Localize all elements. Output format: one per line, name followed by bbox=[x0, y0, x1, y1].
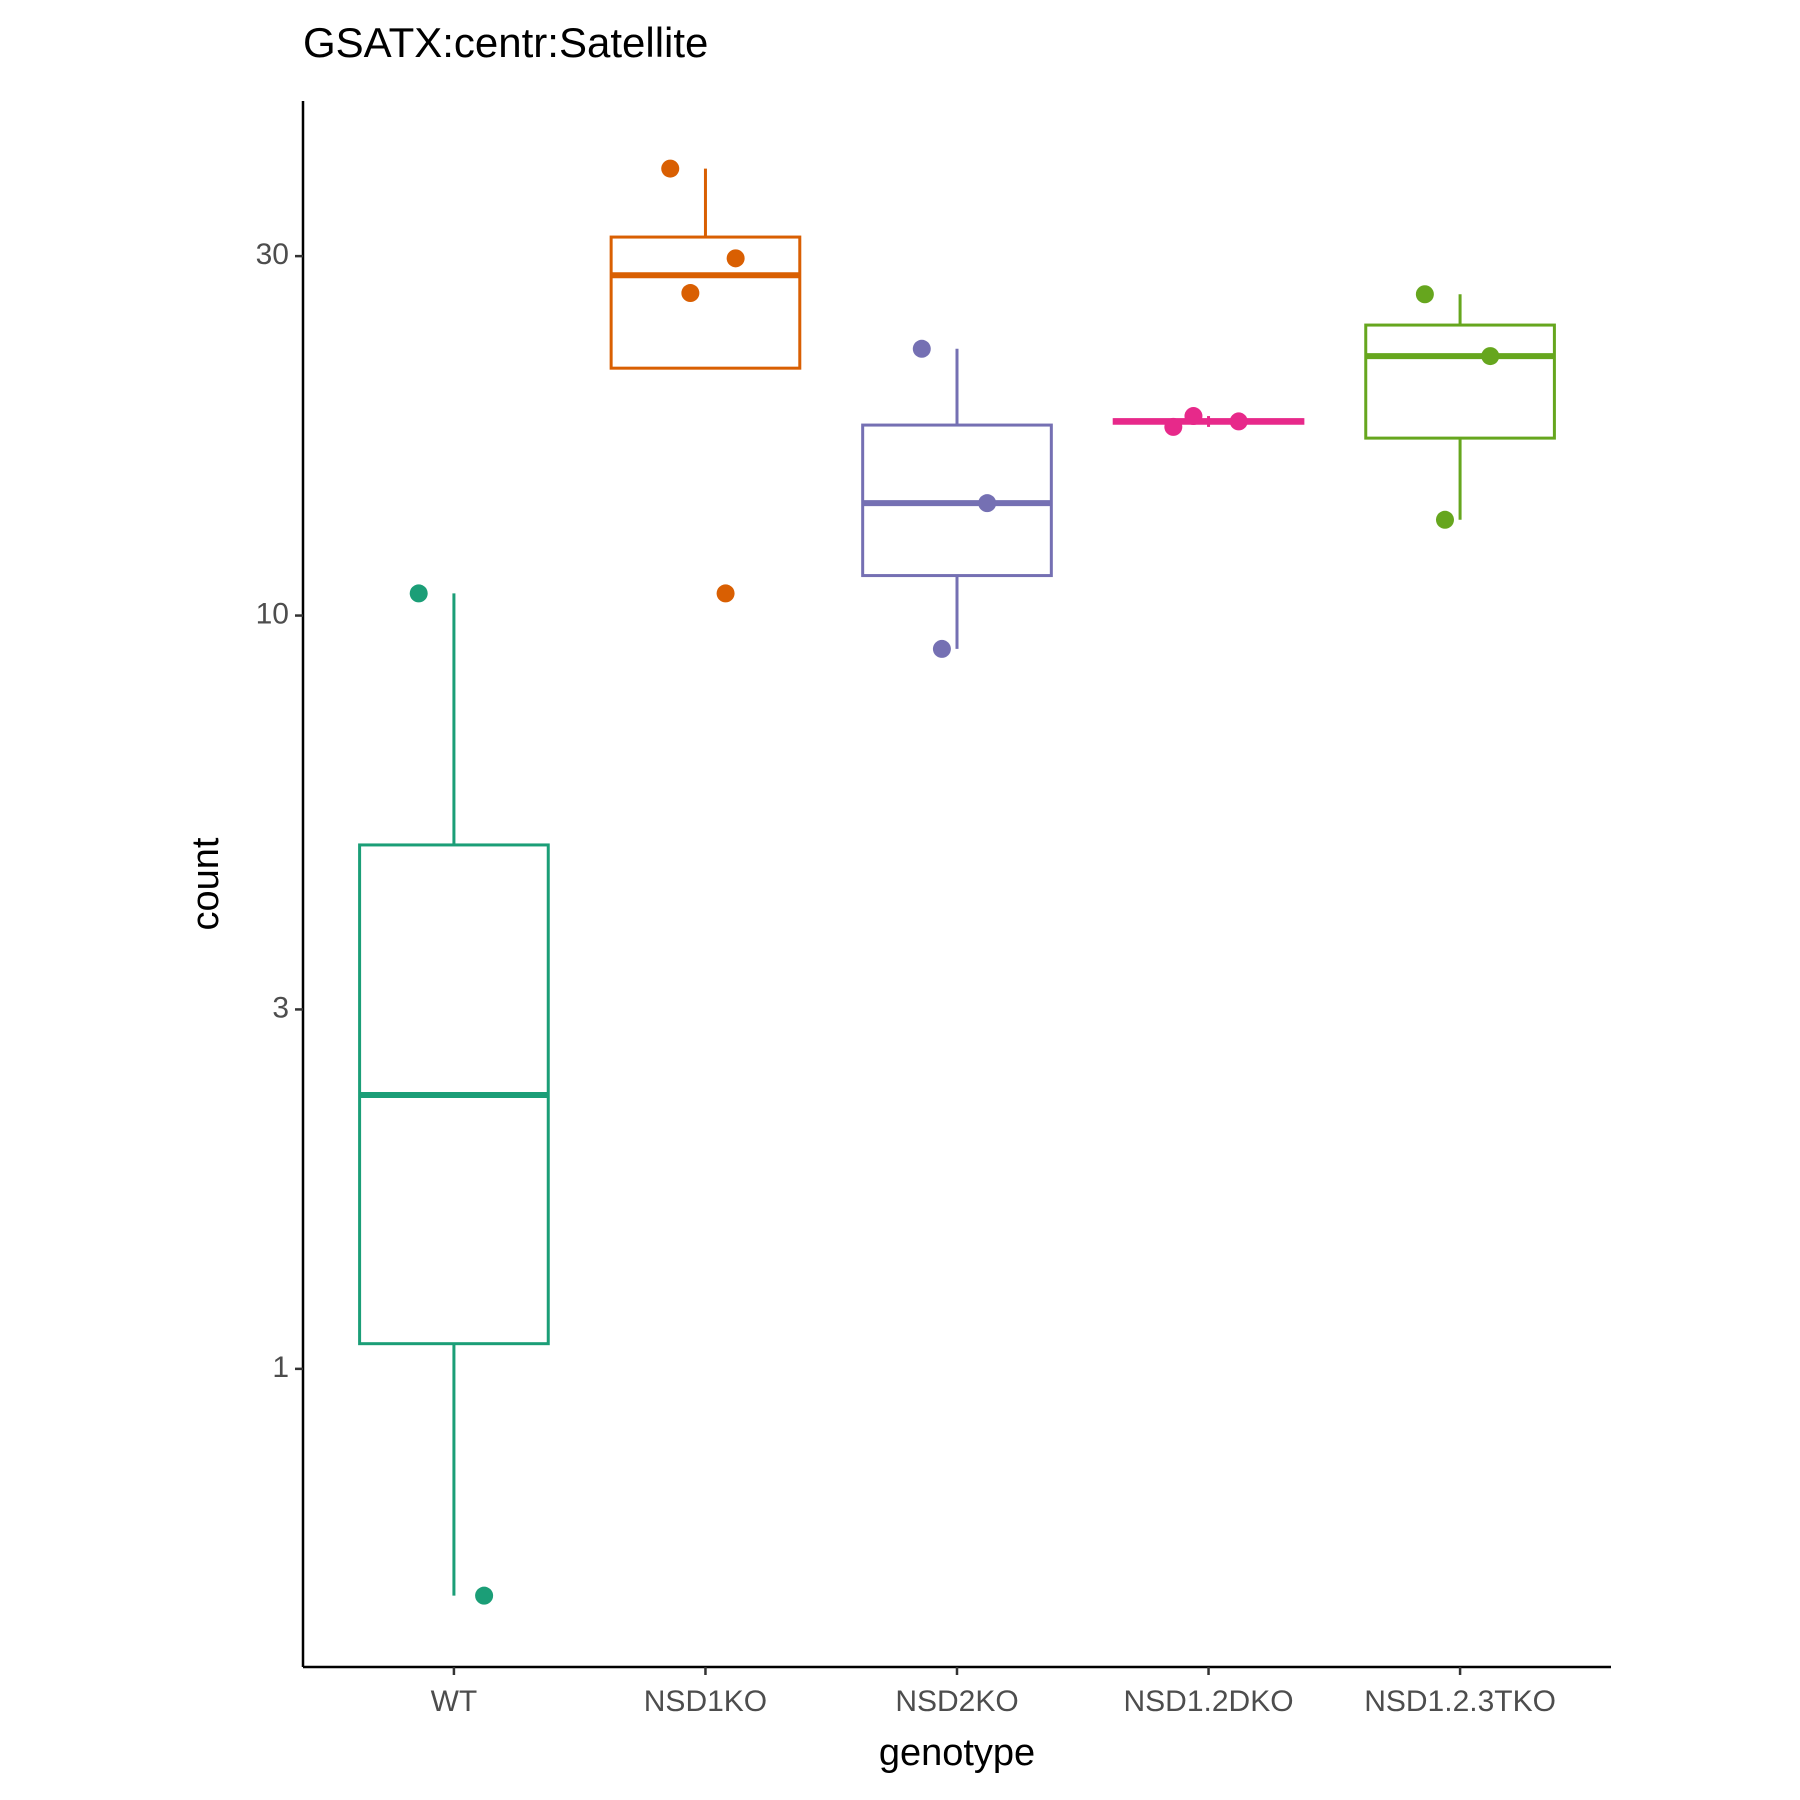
point bbox=[1481, 347, 1500, 366]
y-tick-label: 3 bbox=[272, 991, 289, 1024]
point bbox=[1229, 412, 1248, 431]
point bbox=[475, 1586, 494, 1605]
x-tick-label: NSD2KO bbox=[895, 1685, 1018, 1718]
x-tick-label: NSD1.2.3TKO bbox=[1364, 1685, 1556, 1718]
point bbox=[1435, 510, 1454, 529]
point bbox=[1184, 407, 1203, 426]
x-tick-label: NSD1.2DKO bbox=[1124, 1685, 1294, 1718]
box bbox=[609, 235, 802, 370]
chart-title: GSATX:centr:Satellite bbox=[303, 19, 708, 66]
point bbox=[716, 584, 735, 603]
point bbox=[681, 284, 700, 303]
point bbox=[912, 339, 931, 358]
x-tick-label: WT bbox=[431, 1685, 478, 1718]
point bbox=[409, 584, 428, 603]
y-tick-label: 30 bbox=[256, 238, 289, 271]
point bbox=[661, 159, 680, 178]
point bbox=[1415, 285, 1434, 304]
point bbox=[1164, 417, 1183, 436]
y-tick-label: 1 bbox=[272, 1351, 289, 1384]
x-tick-label: NSD1KO bbox=[644, 1685, 767, 1718]
point bbox=[726, 249, 745, 268]
y-axis-title: count bbox=[185, 837, 227, 930]
x-axis-title: genotype bbox=[879, 1732, 1035, 1774]
box bbox=[1364, 323, 1556, 440]
point bbox=[978, 494, 997, 513]
y-tick-label: 10 bbox=[256, 597, 289, 630]
point bbox=[932, 639, 951, 658]
